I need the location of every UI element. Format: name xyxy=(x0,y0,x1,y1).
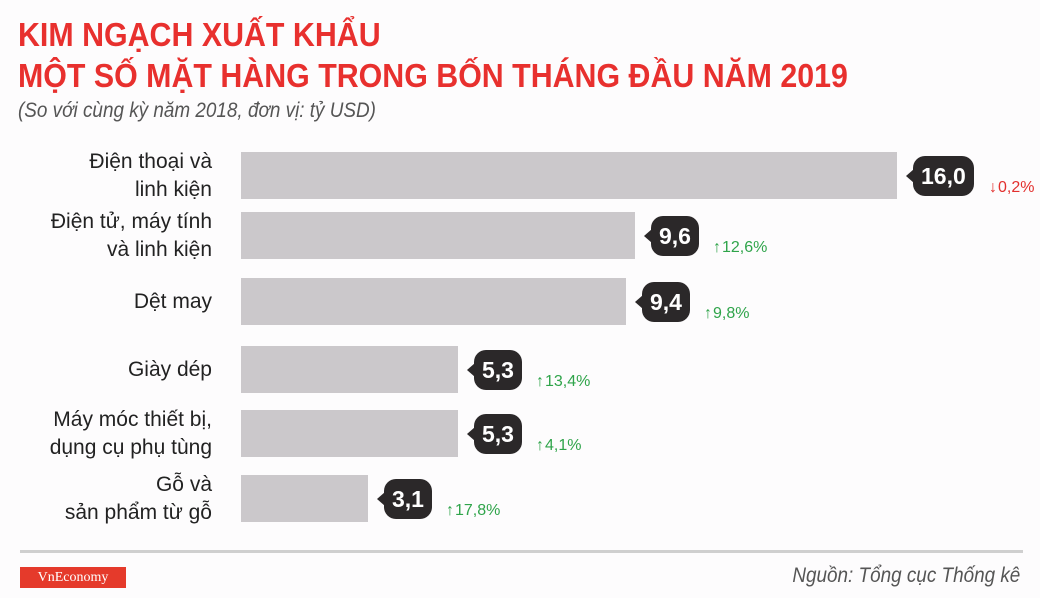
change-value: 17,8% xyxy=(455,502,501,519)
change-indicator: ↑17,8% xyxy=(446,502,500,520)
category-label: Dệt may xyxy=(133,290,212,313)
category-label: Gỗ và sản phẩm từ gỗ xyxy=(64,473,212,524)
change-value: 9,8% xyxy=(713,305,750,322)
arrow-up-icon: ↑ xyxy=(536,373,544,390)
bar xyxy=(241,212,635,259)
bar-row: Máy móc thiết bị, dụng cụ phụ tùng 5,3 ↑4,1… xyxy=(0,408,1040,459)
change-indicator: ↑13,4% xyxy=(536,373,590,391)
value-bubble: 5,3 xyxy=(467,414,522,454)
change-value: 13,4% xyxy=(545,373,591,390)
change-value: 4,1% xyxy=(545,437,582,454)
change-value: 0,2% xyxy=(998,179,1035,196)
arrow-down-icon: ↓ xyxy=(989,179,997,196)
change-indicator: ↑4,1% xyxy=(536,437,581,455)
value-bubble: 9,6 xyxy=(644,216,699,256)
arrow-up-icon: ↑ xyxy=(446,502,454,519)
change-value: 12,6% xyxy=(722,239,768,256)
change-indicator: ↑12,6% xyxy=(713,239,767,257)
value-bubble: 3,1 xyxy=(377,479,432,519)
bar xyxy=(241,346,458,393)
chart-title-line-2: MỘT SỐ MẶT HÀNG TRONG BỐN THÁNG ĐẦU NĂM … xyxy=(18,57,848,94)
category-label: Điện thoại và linh kiện xyxy=(89,150,212,201)
arrow-up-icon: ↑ xyxy=(704,305,712,322)
category-label: Máy móc thiết bị, dụng cụ phụ tùng xyxy=(49,408,212,459)
value-bubble: 16,0 xyxy=(906,156,974,196)
bar xyxy=(241,410,458,457)
bar xyxy=(241,152,897,199)
category-label: Điện tử, máy tính và linh kiện xyxy=(50,210,212,261)
chart-title-line-1: KIM NGẠCH XUẤT KHẨU xyxy=(18,16,381,53)
value-bubble: 9,4 xyxy=(635,282,690,322)
bar-row: Dệt may 9,4 ↑9,8% xyxy=(0,278,1040,325)
change-indicator: ↓0,2% xyxy=(989,179,1034,197)
bar-row: Điện tử, máy tính và linh kiện 9,6 ↑12,6% xyxy=(0,210,1040,261)
bar xyxy=(241,475,368,522)
bar-row: Giày dép 5,3 ↑13,4% xyxy=(0,346,1040,393)
arrow-up-icon: ↑ xyxy=(713,239,721,256)
category-label: Giày dép xyxy=(127,358,212,381)
arrow-up-icon: ↑ xyxy=(536,437,544,454)
change-indicator: ↑9,8% xyxy=(704,305,749,323)
bar xyxy=(241,278,626,325)
value-bubble: 5,3 xyxy=(467,350,522,390)
bar-row: Điện thoại và linh kiện 16,0 ↓0,2% xyxy=(0,150,1040,201)
bar-row: Gỗ và sản phẩm từ gỗ 3,1 ↑17,8% xyxy=(0,473,1040,524)
vneconomy-logo: VnEconomy xyxy=(20,567,126,588)
chart-subtitle: (So với cùng kỳ năm 2018, đơn vị: tỷ USD… xyxy=(18,99,376,122)
source-note: Nguồn: Tổng cục Thống kê xyxy=(792,564,1020,587)
footer-divider xyxy=(20,550,1023,553)
